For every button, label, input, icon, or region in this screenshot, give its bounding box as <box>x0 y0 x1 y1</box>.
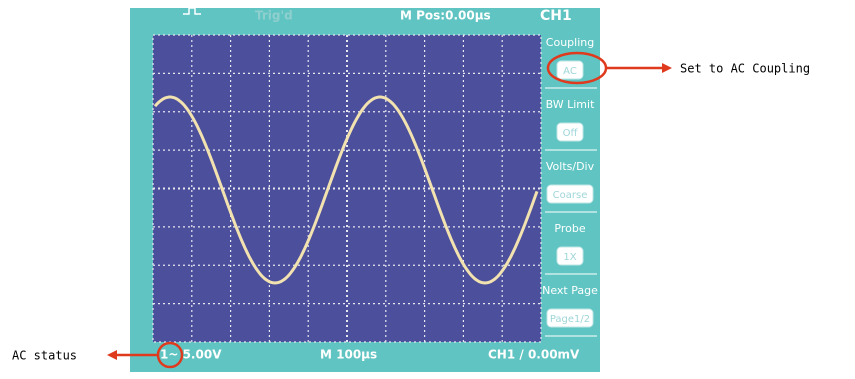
menu-button-text: AC <box>563 66 577 77</box>
menu-button-text: Coarse <box>553 190 588 201</box>
menu-label: Probe <box>554 222 585 235</box>
menu-button-text: 1X <box>563 252 576 263</box>
annotation: AC status <box>12 349 77 363</box>
channel-scale: 1~ 5.00V <box>160 348 222 362</box>
arrow-head <box>662 63 672 73</box>
menu-button-text: Off <box>563 128 579 139</box>
menu-label: Coupling <box>546 36 594 49</box>
channel: CH1 <box>540 8 572 24</box>
menu-label: Volts/Div <box>546 160 595 173</box>
page: Trig'd M Pos:0.00μs CH1 Coupling AC BW Lim… <box>0 0 855 379</box>
time-base: M 100μs <box>320 348 377 362</box>
menu-button-text: Page1/2 <box>550 314 590 325</box>
menu-label: Next Page <box>542 284 598 297</box>
annotation: Set to AC Coupling <box>680 62 810 76</box>
trigger-level: CH1 / 0.00mV <box>488 348 580 362</box>
arrow-head <box>107 350 117 360</box>
trigger-status: Trig'd <box>255 9 293 23</box>
menu-label: BW Limit <box>546 98 595 111</box>
position: M Pos:0.00μs <box>400 9 491 23</box>
